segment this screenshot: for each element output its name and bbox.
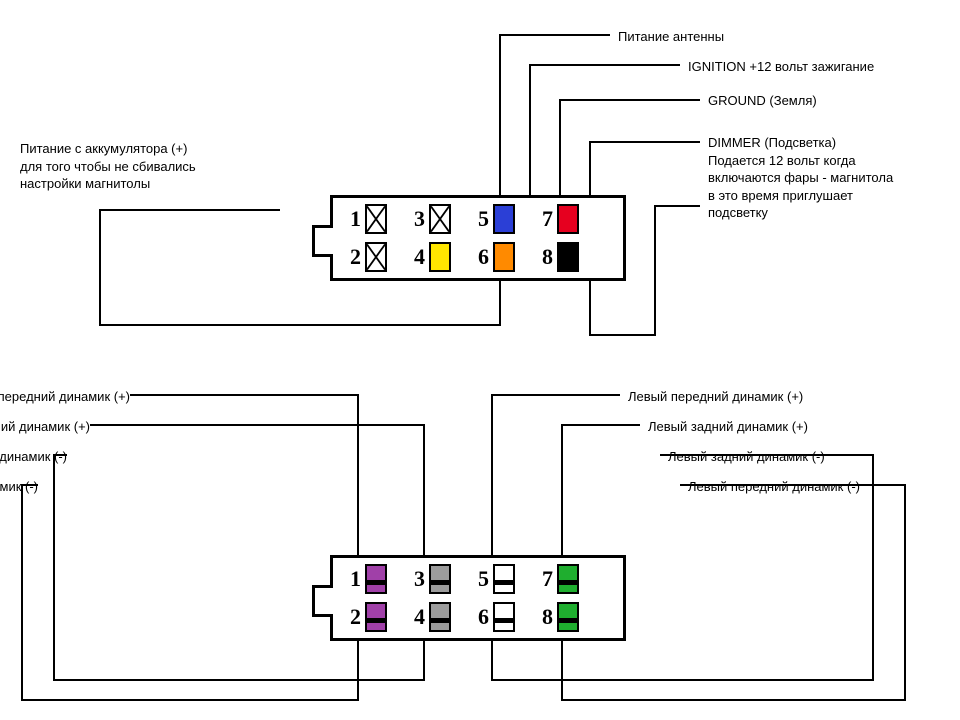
label-dimmer: DIMMER (Подсветка) Подается 12 вольт ког… [708, 134, 943, 222]
pin-box [557, 602, 579, 632]
pin-slot: 8 [539, 242, 579, 272]
pin-slot: 7 [539, 204, 579, 234]
pin-box [557, 564, 579, 594]
connector-b-row-top: 1 3 5 7 [347, 564, 579, 594]
pin-box [365, 204, 387, 234]
pin-box [365, 242, 387, 272]
pin-slot: 7 [539, 564, 579, 594]
pin-slot: 5 [475, 204, 515, 234]
label-left-front-plus: Левый передний динамик (+) [628, 388, 803, 406]
pin-number: 2 [347, 244, 361, 270]
label-left-front-minus: Левый передний динамик (-) [688, 478, 860, 496]
label-ignition: IGNITION +12 вольт зажигание [688, 58, 874, 76]
connector-a-notch [312, 225, 333, 257]
pin-number: 3 [411, 566, 425, 592]
label-antenna-power: Питание антенны [618, 28, 724, 46]
connector-b-notch [312, 585, 333, 617]
pin-box [365, 602, 387, 632]
pin-box [429, 204, 451, 234]
pin-box [493, 564, 515, 594]
label-left-rear-plus: Левый задний динамик (+) [648, 418, 808, 436]
connector-a: 1 3 5 7 2 4 6 8 [330, 195, 626, 281]
pin-number: 2 [347, 604, 361, 630]
pin-box [429, 564, 451, 594]
pin-number: 5 [475, 566, 489, 592]
label-right-front-plus: Правый передний динамик (+) [0, 388, 130, 406]
pin-box [365, 564, 387, 594]
pin-box [557, 204, 579, 234]
connector-a-row-top: 1 3 5 7 [347, 204, 579, 234]
pin-slot: 3 [411, 204, 451, 234]
connector-a-row-bottom: 2 4 6 8 [347, 242, 579, 272]
pin-slot: 4 [411, 602, 451, 632]
pin-slot: 6 [475, 242, 515, 272]
pin-number: 8 [539, 244, 553, 270]
pin-number: 1 [347, 206, 361, 232]
pin-slot: 2 [347, 602, 387, 632]
pin-number: 6 [475, 244, 489, 270]
pin-number: 4 [411, 604, 425, 630]
pin-number: 4 [411, 244, 425, 270]
pin-slot: 5 [475, 564, 515, 594]
pin-number: 7 [539, 206, 553, 232]
connector-b: 1 3 5 7 2 4 6 8 [330, 555, 626, 641]
pin-box [429, 242, 451, 272]
label-left-rear-minus: Левый задний динамик (-) [668, 448, 825, 466]
pin-slot: 1 [347, 564, 387, 594]
pin-box [493, 602, 515, 632]
connector-b-row-bottom: 2 4 6 8 [347, 602, 579, 632]
pin-box [493, 204, 515, 234]
pin-slot: 6 [475, 602, 515, 632]
pin-slot: 8 [539, 602, 579, 632]
label-ground: GROUND (Земля) [708, 92, 817, 110]
pin-slot: 1 [347, 204, 387, 234]
pin-number: 5 [475, 206, 489, 232]
label-right-rear-plus: Правый задний динамик (+) [0, 418, 90, 436]
label-battery-power: Питание с аккумулятора (+) для того чтоб… [20, 140, 196, 193]
pin-slot: 3 [411, 564, 451, 594]
pin-box [429, 602, 451, 632]
pin-slot: 2 [347, 242, 387, 272]
pin-slot: 4 [411, 242, 451, 272]
pin-number: 6 [475, 604, 489, 630]
pin-box [557, 242, 579, 272]
pin-box [493, 242, 515, 272]
pin-number: 8 [539, 604, 553, 630]
pin-number: 3 [411, 206, 425, 232]
pin-number: 7 [539, 566, 553, 592]
pin-number: 1 [347, 566, 361, 592]
label-right-rear-minus: Правый задний динамик (-) [0, 448, 67, 466]
label-right-front-minus: Правый передний динамик (-) [0, 478, 38, 496]
